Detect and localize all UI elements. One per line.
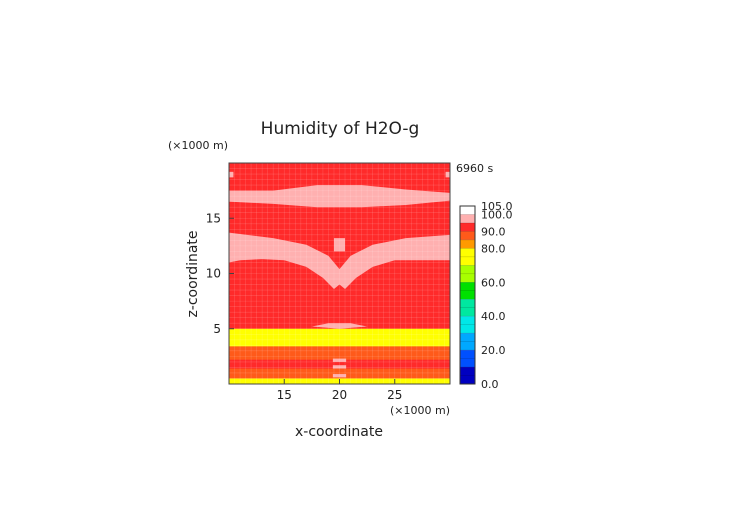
contour-region-6 — [229, 185, 450, 208]
plot-area — [229, 163, 450, 384]
colorbar-label: 105.0 — [481, 200, 513, 213]
x-tick-label: 15 — [277, 388, 292, 402]
colorbar-band — [460, 214, 475, 223]
time-label: 6960 s — [456, 162, 493, 175]
colorbar-band — [460, 333, 475, 351]
contour-region-12 — [332, 365, 347, 369]
colorbar-band — [460, 239, 475, 249]
colorbar-band — [460, 206, 475, 215]
x-tick-label: 20 — [332, 388, 347, 402]
contour-region-15 — [445, 171, 450, 178]
colorbar-band — [460, 265, 475, 283]
x-axis-label: x-coordinate — [295, 424, 383, 440]
colorbar-band — [460, 248, 475, 266]
colorbar-label: 40.0 — [481, 310, 506, 323]
colorbar-band — [460, 282, 475, 300]
y-unit-label: (×1000 m) — [168, 139, 228, 152]
colorbar-label: 80.0 — [481, 242, 506, 255]
chart-title: Humidity of H2O-g — [261, 119, 420, 139]
contour-region-11 — [332, 374, 347, 378]
y-tick-label: 5 — [213, 322, 221, 336]
colorbar-band — [460, 316, 475, 334]
colorbar-label: 20.0 — [481, 344, 506, 357]
colorbar-band — [460, 350, 475, 368]
contour-region-14 — [229, 171, 234, 178]
colorbar-label: 60.0 — [481, 276, 506, 289]
colorbar-label: 0.0 — [481, 378, 499, 391]
y-tick-label: 10 — [206, 267, 221, 281]
x-axis-ticks: 15 20 25 — [277, 379, 402, 402]
contour-region-7 — [229, 232, 340, 289]
x-unit-label: (×1000 m) — [390, 404, 450, 417]
x-tick-label: 25 — [387, 388, 402, 402]
y-axis-label: z-coordinate — [185, 230, 201, 317]
contour-region-9 — [333, 238, 346, 252]
colorbar-label: 100.0 — [481, 208, 513, 221]
colorbar-band — [460, 231, 475, 240]
colorbar-band — [460, 222, 475, 232]
contour-region-13 — [332, 358, 347, 362]
contour-region-8 — [339, 234, 450, 289]
contour-region-5 — [229, 346, 450, 360]
grid-lines — [229, 163, 450, 384]
colorbar-band — [460, 367, 475, 384]
colorbar-frame — [459, 205, 476, 385]
colorbar-label: 90.0 — [481, 225, 506, 238]
contour-region-4 — [229, 328, 450, 347]
y-axis-ticks: 5 10 15 — [206, 211, 234, 336]
colorbar-band — [460, 299, 475, 317]
contour-region-10 — [311, 323, 368, 329]
contour-region-2 — [229, 368, 450, 379]
contour-regions — [229, 163, 450, 384]
y-tick-label: 15 — [206, 211, 221, 225]
